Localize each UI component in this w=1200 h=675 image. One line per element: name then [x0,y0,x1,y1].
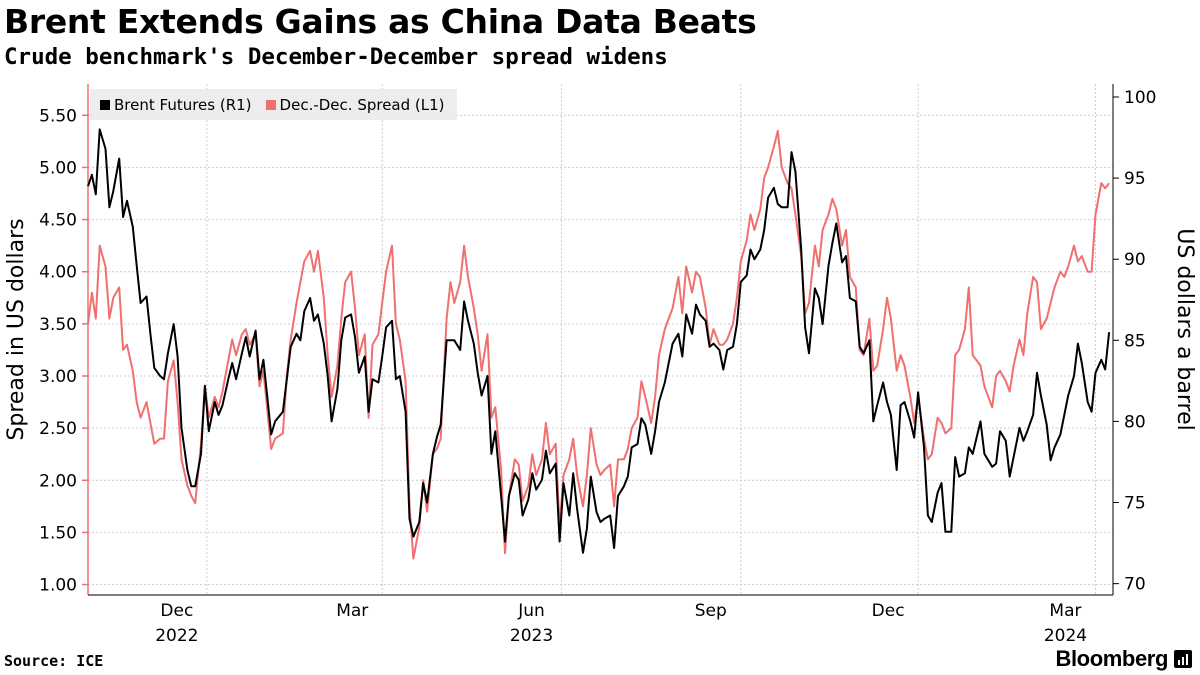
x-tick-label: Dec [872,601,905,621]
axes [82,84,1119,596]
legend-swatch-brent [100,99,110,110]
brand-wordmark: Bloomberg [1055,646,1168,671]
legend-label-brent: Brent Futures (R1) [114,95,252,114]
left-tick-label: 1.00 [39,576,77,596]
left-tick-label: 5.00 [39,158,77,178]
legend-label-spread: Dec.-Dec. Spread (L1) [279,95,445,114]
dec-dec-spread-line [87,129,1110,560]
left-tick-label: 4.50 [39,211,77,231]
right-tick-label: 80 [1124,412,1146,432]
chart-subtitle: Crude benchmark's December-December spre… [4,44,668,70]
tick-labels: 1.00 1.50 2.00 2.50 3.00 3.50 4.00 4.50 5.00 5.50… [4,88,1197,646]
brent-futures-line [87,128,1111,554]
left-tick-label: 2.50 [39,419,77,439]
x-tick-label: Sep [695,601,727,621]
x-tick-label: Mar [1049,601,1081,621]
left-axis-title: Spread in US dollars [4,218,29,440]
left-tick-label: 2.00 [39,471,77,491]
left-tick-label: 3.00 [39,367,77,387]
grid [88,84,1113,595]
year-label: 2024 [1044,626,1087,646]
left-tick-label: 5.50 [39,106,77,126]
source-note: Source: ICE [4,652,104,670]
right-tick-label: 85 [1124,331,1146,351]
right-tick-label: 75 [1124,494,1146,514]
right-tick-label: 70 [1124,575,1146,595]
left-tick-label: 3.50 [39,315,77,335]
legend-item-brent: Brent Futures (R1) [100,96,252,114]
x-tick-label: Dec [160,601,193,621]
chart-title: Brent Extends Gains as China Data Beats [4,2,757,41]
legend-item-spread: Dec.-Dec. Spread (L1) [265,95,445,114]
bloomberg-terminal-icon [1174,650,1192,668]
x-tick-label: Mar [336,601,368,621]
legend: Brent Futures (R1) Dec.-Dec. Spread (L1) [90,89,457,120]
right-tick-label: 100 [1124,88,1156,108]
legend-swatch-spread [265,99,276,110]
right-axis-title: US dollars a barrel [1172,228,1197,430]
right-tick-label: 95 [1124,169,1146,189]
x-tick-label: Jun [517,601,545,621]
year-label: 2022 [155,626,198,646]
left-tick-label: 1.50 [39,523,77,543]
right-tick-label: 90 [1124,250,1146,270]
year-label: 2023 [510,626,553,646]
left-tick-label: 4.00 [39,263,77,283]
bloomberg-logo: Bloomberg [1055,646,1192,672]
series-group [87,128,1111,560]
